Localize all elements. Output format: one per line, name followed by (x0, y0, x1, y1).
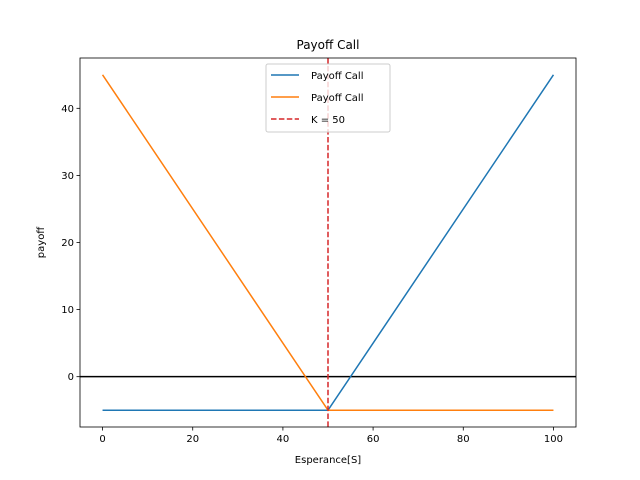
data-layer (80, 58, 576, 427)
x-tick-label: 40 (277, 434, 290, 445)
x-tick-label: 20 (186, 434, 199, 445)
x-tick-label: 100 (544, 434, 563, 445)
y-tick-label: 30 (61, 171, 74, 182)
y-tick-label: 20 (61, 238, 74, 249)
chart-title: Payoff Call (297, 38, 360, 52)
y-tick-label: 40 (61, 104, 74, 115)
legend: Payoff Call Payoff Call K = 50 (265, 63, 391, 133)
x-axis-label: Esperance[S] (295, 455, 362, 466)
x-tick-label: 80 (457, 434, 470, 445)
legend-box (265, 63, 391, 133)
x-tick-label: 0 (99, 434, 105, 445)
y-tick-label: 0 (68, 372, 74, 383)
plot-area: 0 20 40 60 80 100 0 10 20 30 40 (61, 57, 577, 445)
legend-label-1: Payoff Call (311, 71, 363, 82)
legend-label-3: K = 50 (311, 115, 345, 126)
legend-label-2: Payoff Call (311, 93, 363, 104)
y-axis-label: payoff (36, 226, 47, 259)
y-tick-label: 10 (61, 305, 74, 316)
x-tick-label: 60 (367, 434, 380, 445)
